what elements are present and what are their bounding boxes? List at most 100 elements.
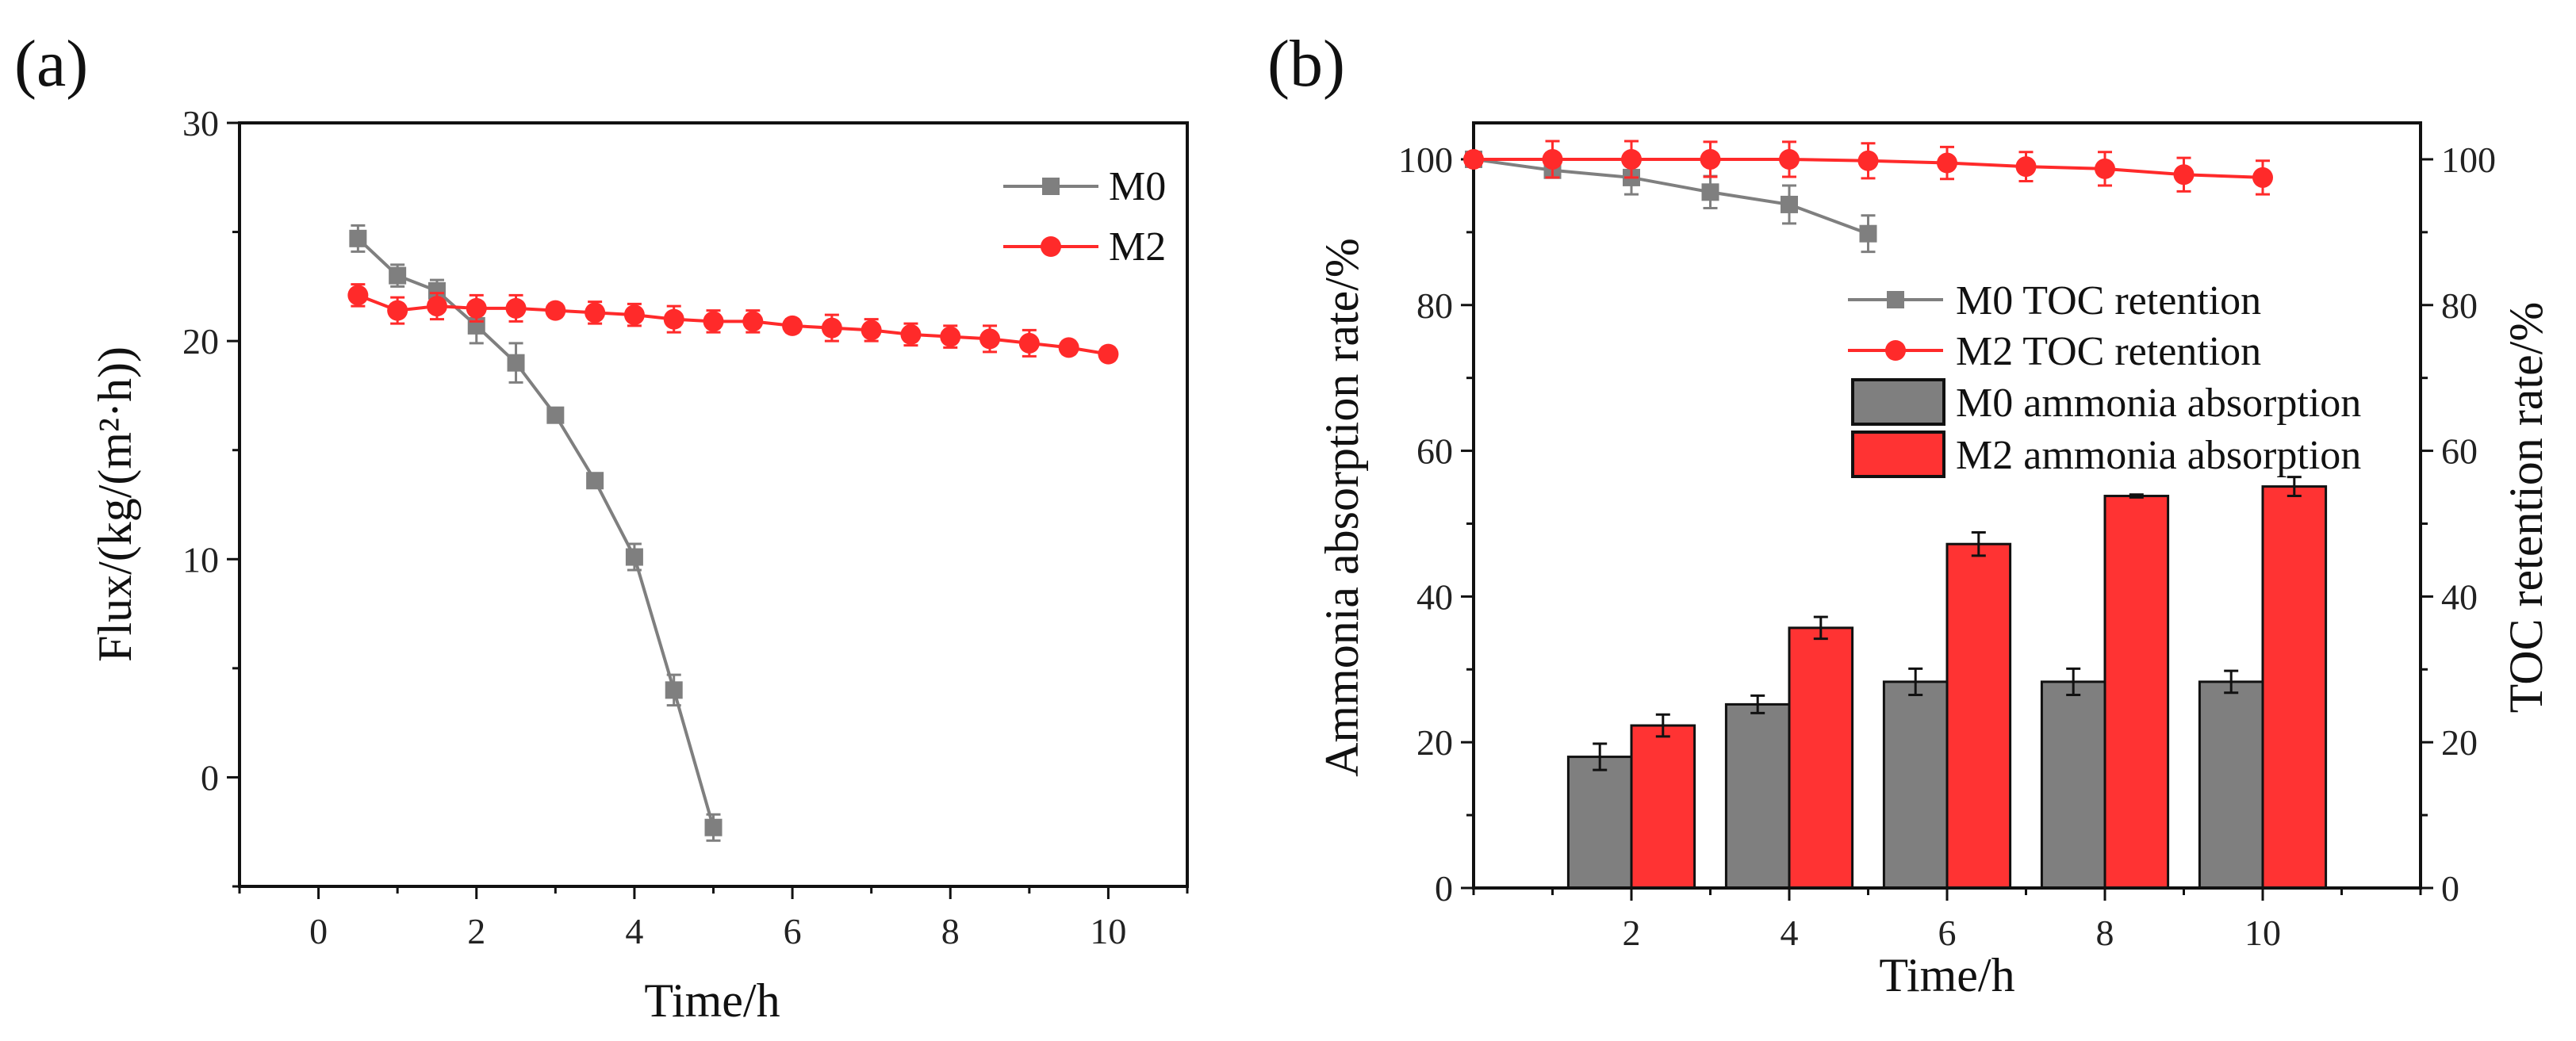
bar	[1724, 702, 1791, 890]
data-point	[704, 818, 723, 836]
y-tick-label-right: 0	[2441, 868, 2459, 909]
bar	[1788, 626, 1854, 890]
y-tick-label: 20	[1416, 722, 1453, 763]
legend-marker	[1887, 291, 1904, 308]
y-tick-label: 60	[1416, 431, 1453, 472]
data-point	[1857, 150, 1879, 171]
bar-error	[1655, 713, 1670, 738]
panel-a-xlabel: Time/h	[644, 974, 780, 1027]
data-point	[2252, 166, 2273, 188]
bar	[2103, 495, 2170, 890]
legend-label: M0	[1109, 164, 1166, 209]
series-line	[1473, 157, 1869, 235]
legend-marker	[1885, 340, 1906, 361]
panel-b-ylabel-right: TOC retention rate/%	[2500, 302, 2552, 714]
data-point	[625, 548, 643, 566]
data-point	[1018, 332, 1040, 354]
data-point	[505, 297, 527, 319]
bar-error	[2224, 669, 2239, 695]
x-tick-label: 2	[467, 911, 485, 951]
data-point	[1937, 152, 1957, 174]
x-tick-label: 10	[1090, 911, 1126, 951]
bar-error	[2287, 476, 2302, 498]
bar-error	[1593, 742, 1608, 771]
data-point	[545, 300, 566, 321]
legend-swatch	[1851, 378, 1945, 426]
legend-marker	[1041, 236, 1061, 257]
y-tick-label-right: 100	[2441, 140, 2496, 180]
y-tick-label-right: 60	[2441, 431, 2478, 472]
y-tick-label: 30	[182, 103, 219, 144]
x-tick-label: 4	[625, 911, 643, 951]
bar-error	[2129, 493, 2144, 499]
legend-label: M2 ammonia absorption	[1956, 433, 2361, 478]
data-point	[1859, 224, 1877, 243]
bar	[2261, 485, 2328, 890]
bar-error	[1908, 667, 1923, 696]
bar-error	[2066, 667, 2081, 696]
data-point	[782, 315, 803, 336]
legend-swatch	[1851, 431, 1945, 478]
data-point	[1098, 343, 1119, 365]
data-point	[1781, 195, 1798, 213]
y-tick-label-right: 80	[2441, 285, 2478, 326]
y-tick-label: 0	[201, 757, 219, 798]
bar-error	[1813, 615, 1828, 641]
data-point	[703, 311, 724, 332]
panel-a: (a) Time/h Flux/(kg/(m²·h)) 0 2 4 6 8 10 0 10 20…	[14, 27, 1189, 1027]
x-tick-label: 0	[309, 911, 328, 951]
y-tick-label-right: 40	[2441, 576, 2478, 617]
data-point	[507, 354, 525, 372]
data-point	[347, 285, 369, 306]
data-point	[861, 320, 882, 341]
y-tick-label: 100	[1398, 140, 1453, 180]
series-line-m0	[357, 237, 715, 829]
panel-b-xlabel: Time/h	[1879, 949, 2014, 1001]
data-point	[742, 311, 764, 332]
bar-series-1	[1630, 476, 2328, 890]
series-m2	[347, 283, 1119, 365]
data-point	[585, 302, 606, 323]
data-point	[349, 229, 367, 247]
data-point	[426, 296, 447, 317]
data-point	[1621, 148, 1642, 170]
x-tick-label: 2	[1623, 913, 1641, 953]
data-point	[586, 472, 604, 490]
data-point	[427, 281, 446, 300]
data-point	[546, 406, 565, 424]
x-tick-label: 4	[1781, 913, 1799, 953]
data-point	[900, 323, 922, 345]
y-tick-label-right: 20	[2441, 722, 2478, 763]
data-point	[2173, 164, 2195, 186]
x-tick-label: 6	[1938, 913, 1957, 953]
legend-label: M0 ammonia absorption	[1956, 381, 2361, 426]
y-tick-label: 80	[1416, 285, 1453, 326]
data-point	[1779, 148, 1800, 170]
data-point	[387, 300, 408, 321]
data-point	[821, 317, 842, 339]
data-point	[2095, 158, 2115, 179]
panel-b: (b) Time/h Ammonia absorption rate/% TOC…	[1267, 27, 2552, 1001]
panel-a-label: (a)	[14, 27, 88, 101]
data-point	[940, 326, 961, 347]
bar	[1630, 724, 1696, 890]
bar	[2040, 680, 2106, 890]
legend-marker	[1042, 178, 1060, 195]
data-point	[466, 297, 487, 319]
line-series	[1465, 150, 1877, 254]
x-tick-label: 8	[2096, 913, 2114, 953]
data-point	[663, 308, 684, 330]
y-tick-label: 20	[182, 321, 219, 362]
panel-b-label: (b)	[1267, 27, 1345, 101]
panel-a-ylabel: Flux/(kg/(m²·h))	[89, 346, 141, 662]
y-tick-label: 40	[1416, 576, 1453, 617]
data-point	[1701, 183, 1719, 201]
legend-label: M2 TOC retention	[1956, 329, 2261, 374]
data-point	[1542, 148, 1563, 170]
plot-frame	[238, 121, 1189, 888]
y-tick-label: 10	[182, 539, 219, 580]
bar	[1945, 542, 2012, 890]
data-point	[389, 266, 407, 285]
data-point	[1463, 148, 1484, 170]
